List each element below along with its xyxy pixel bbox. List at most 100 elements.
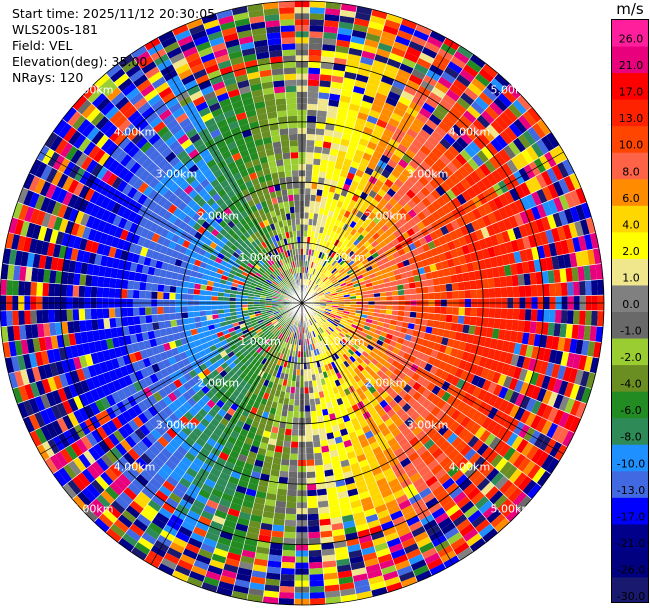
velocity-gate	[30, 310, 38, 325]
velocity-gate	[363, 508, 377, 518]
velocity-gate	[314, 398, 321, 405]
ray-gap	[246, 302, 303, 600]
velocity-gate	[495, 232, 505, 245]
velocity-gate	[182, 401, 193, 412]
ray-gap	[301, 302, 568, 448]
velocity-gate	[384, 19, 401, 30]
velocity-gate	[308, 61, 321, 69]
velocity-gate	[290, 337, 294, 345]
velocity-gate	[558, 194, 570, 211]
velocity-gate	[329, 289, 337, 293]
velocity-gate	[255, 490, 267, 499]
velocity-gate	[412, 214, 422, 225]
velocity-gate	[450, 537, 467, 551]
velocity-gate	[595, 263, 604, 280]
velocity-gate	[306, 133, 316, 141]
velocity-gate	[267, 394, 275, 402]
velocity-gate	[316, 409, 323, 417]
velocity-gate	[131, 342, 140, 353]
velocity-gate	[357, 277, 365, 283]
velocity-gate	[26, 252, 35, 268]
velocity-gate	[278, 326, 284, 332]
velocity-gate	[493, 152, 507, 167]
velocity-gate	[67, 358, 77, 372]
velocity-gate	[346, 146, 357, 155]
velocity-gate	[102, 287, 110, 298]
velocity-gate	[341, 132, 352, 141]
velocity-gate	[421, 217, 431, 228]
velocity-gate	[353, 17, 370, 27]
velocity-gate	[522, 479, 537, 496]
velocity-gate	[152, 275, 160, 285]
velocity-gate	[74, 332, 83, 345]
velocity-gate	[536, 138, 550, 155]
velocity-gate	[142, 357, 152, 368]
velocity-gate	[307, 273, 311, 280]
velocity-gate	[251, 358, 258, 366]
velocity-gate	[229, 308, 237, 313]
velocity-gate	[140, 367, 150, 379]
velocity-gate	[410, 559, 427, 571]
velocity-gate	[266, 566, 282, 574]
velocity-gate	[343, 360, 350, 368]
velocity-gate	[213, 482, 226, 493]
velocity-gate	[385, 499, 399, 510]
velocity-gate	[508, 468, 523, 484]
velocity-gate	[282, 446, 291, 454]
velocity-gate	[284, 315, 290, 321]
velocity-gate	[281, 320, 287, 326]
velocity-gate	[194, 316, 201, 323]
velocity-gate	[474, 495, 490, 510]
velocity-gate	[126, 289, 134, 299]
velocity-gate	[169, 285, 177, 293]
velocity-gate	[375, 48, 391, 59]
velocity-gate	[394, 521, 409, 532]
ray-gap	[301, 201, 587, 304]
velocity-gate	[408, 451, 420, 463]
velocity-gate	[163, 306, 170, 314]
velocity-gate	[374, 451, 386, 462]
velocity-gate	[268, 368, 275, 376]
velocity-gate	[172, 536, 188, 549]
velocity-gate	[323, 313, 330, 318]
velocity-gate	[45, 407, 57, 423]
velocity-gate	[297, 357, 301, 364]
velocity-gate	[312, 275, 317, 282]
velocity-gate	[349, 499, 362, 509]
velocity-gate	[397, 310, 405, 317]
velocity-gate	[52, 348, 62, 363]
velocity-gate	[204, 531, 220, 543]
velocity-gate	[309, 288, 314, 294]
velocity-gate	[175, 293, 182, 300]
velocity-gate	[92, 264, 101, 277]
velocity-gate	[19, 324, 27, 341]
velocity-gate	[327, 236, 334, 243]
velocity-gate	[397, 422, 408, 433]
velocity-gate	[505, 506, 522, 523]
velocity-gate	[213, 322, 221, 329]
velocity-gate	[180, 440, 192, 452]
velocity-gate	[139, 349, 149, 360]
velocity-gate	[410, 294, 417, 301]
velocity-gate	[373, 472, 386, 482]
velocity-gate	[390, 168, 402, 179]
velocity-gate	[263, 328, 270, 335]
velocity-gate	[338, 332, 346, 339]
velocity-gate	[390, 46, 406, 58]
velocity-gate	[442, 165, 454, 178]
velocity-gate	[469, 422, 482, 436]
velocity-gate	[310, 274, 314, 281]
velocity-gate	[175, 482, 189, 494]
velocity-gate	[446, 306, 453, 315]
velocity-gate	[72, 236, 82, 250]
velocity-gate	[174, 339, 183, 348]
velocity-gate	[422, 293, 429, 300]
velocity-gate	[102, 436, 116, 451]
velocity-gate	[455, 518, 472, 532]
velocity-gate	[525, 193, 537, 209]
velocity-gate	[371, 412, 381, 422]
velocity-gate	[445, 111, 459, 124]
velocity-gate	[322, 32, 338, 40]
velocity-gate	[214, 509, 228, 520]
velocity-gate	[366, 344, 375, 351]
